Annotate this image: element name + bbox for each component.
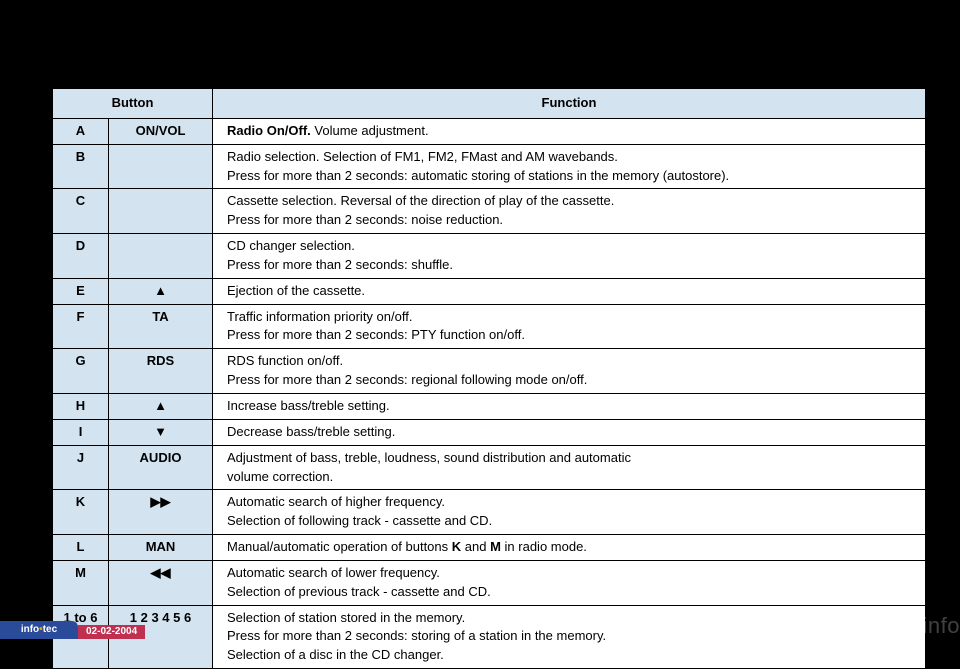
- row-function: Decrease bass/treble setting.: [213, 419, 926, 445]
- row-label: RDS: [109, 349, 213, 394]
- row-letter: J: [53, 445, 109, 490]
- row-label: [109, 234, 213, 279]
- row-label: [109, 144, 213, 189]
- row-letter: A: [53, 118, 109, 144]
- up-icon: ▲: [154, 398, 167, 413]
- row-letter: G: [53, 349, 109, 394]
- row-function: Radio On/Off. Volume adjustment.: [213, 118, 926, 144]
- row-function: Increase bass/treble setting.: [213, 393, 926, 419]
- row-label: ◀◀: [109, 560, 213, 605]
- row-letter: L: [53, 535, 109, 561]
- brand-text-post: tec: [43, 624, 57, 635]
- row-letter: B: [53, 144, 109, 189]
- row-function: Automatic search of higher frequency.Sel…: [213, 490, 926, 535]
- header-button: Button: [53, 89, 213, 119]
- row-label: ▲: [109, 393, 213, 419]
- row-letter: D: [53, 234, 109, 279]
- table-row: K ▶▶ Automatic search of higher frequency.…: [53, 490, 926, 535]
- row-letter: H: [53, 393, 109, 419]
- row-label: ▼: [109, 419, 213, 445]
- table-row: C Cassette selection. Reversal of the dir…: [53, 189, 926, 234]
- row-label: [109, 189, 213, 234]
- row-function: RDS function on/off.Press for more than …: [213, 349, 926, 394]
- row-label: AUDIO: [109, 445, 213, 490]
- row-label: ▶▶: [109, 490, 213, 535]
- row-label: MAN: [109, 535, 213, 561]
- row-letter: M: [53, 560, 109, 605]
- row-label: ON/VOL: [109, 118, 213, 144]
- row-letter: F: [53, 304, 109, 349]
- date-badge: 02-02-2004: [78, 625, 145, 639]
- row-function: CD changer selection.Press for more than…: [213, 234, 926, 279]
- row-function: Adjustment of bass, treble, loudness, so…: [213, 445, 926, 490]
- table-row: GRDSRDS function on/off.Press for more t…: [53, 349, 926, 394]
- row-letter: I: [53, 419, 109, 445]
- table-header-row: Button Function: [53, 89, 926, 119]
- row-letter: E: [53, 278, 109, 304]
- table-row: FTATraffic information priority on/off.P…: [53, 304, 926, 349]
- row-function: Automatic search of lower frequency.Sele…: [213, 560, 926, 605]
- table-row: D CD changer selection.Press for more tha…: [53, 234, 926, 279]
- row-letter: K: [53, 490, 109, 535]
- row-function: Traffic information priority on/off.Pres…: [213, 304, 926, 349]
- row-function: Cassette selection. Reversal of the dire…: [213, 189, 926, 234]
- row-label: TA: [109, 304, 213, 349]
- table-row: LMANManual/automatic operation of button…: [53, 535, 926, 561]
- rev-icon: ◀◀: [151, 565, 171, 580]
- watermark: carmanualsonline.info: [735, 613, 960, 639]
- table-row: B Radio selection. Selection of FM1, FM2,…: [53, 144, 926, 189]
- fwd-icon: ▶▶: [151, 494, 171, 509]
- row-label: ▲: [109, 278, 213, 304]
- row-function: Manual/automatic operation of buttons K …: [213, 535, 926, 561]
- table-body: AON/VOLRadio On/Off. Volume adjustment.B…: [53, 118, 926, 668]
- infotec-badge: info•tec: [0, 621, 78, 639]
- table-row: AON/VOLRadio On/Off. Volume adjustment.: [53, 118, 926, 144]
- table-row: H ▲ Increase bass/treble setting.: [53, 393, 926, 419]
- row-letter: C: [53, 189, 109, 234]
- eject-icon: ▲: [154, 283, 167, 298]
- table-row: JAUDIOAdjustment of bass, treble, loudne…: [53, 445, 926, 490]
- footer-bar: info•tec 02-02-2004 carmanualsonline.inf…: [0, 615, 960, 639]
- row-function: Radio selection. Selection of FM1, FM2, …: [213, 144, 926, 189]
- table-row: M ◀◀ Automatic search of lower frequency.S…: [53, 560, 926, 605]
- down-icon: ▼: [154, 424, 167, 439]
- button-function-table: Button Function AON/VOLRadio On/Off. Vol…: [52, 88, 926, 669]
- row-function: Ejection of the cassette.: [213, 278, 926, 304]
- table-row: E ▲ Ejection of the cassette.: [53, 278, 926, 304]
- table-row: I ▼ Decrease bass/treble setting.: [53, 419, 926, 445]
- manual-page: Button Function AON/VOLRadio On/Off. Vol…: [52, 88, 926, 669]
- header-function: Function: [213, 89, 926, 119]
- brand-text-pre: info: [21, 624, 39, 635]
